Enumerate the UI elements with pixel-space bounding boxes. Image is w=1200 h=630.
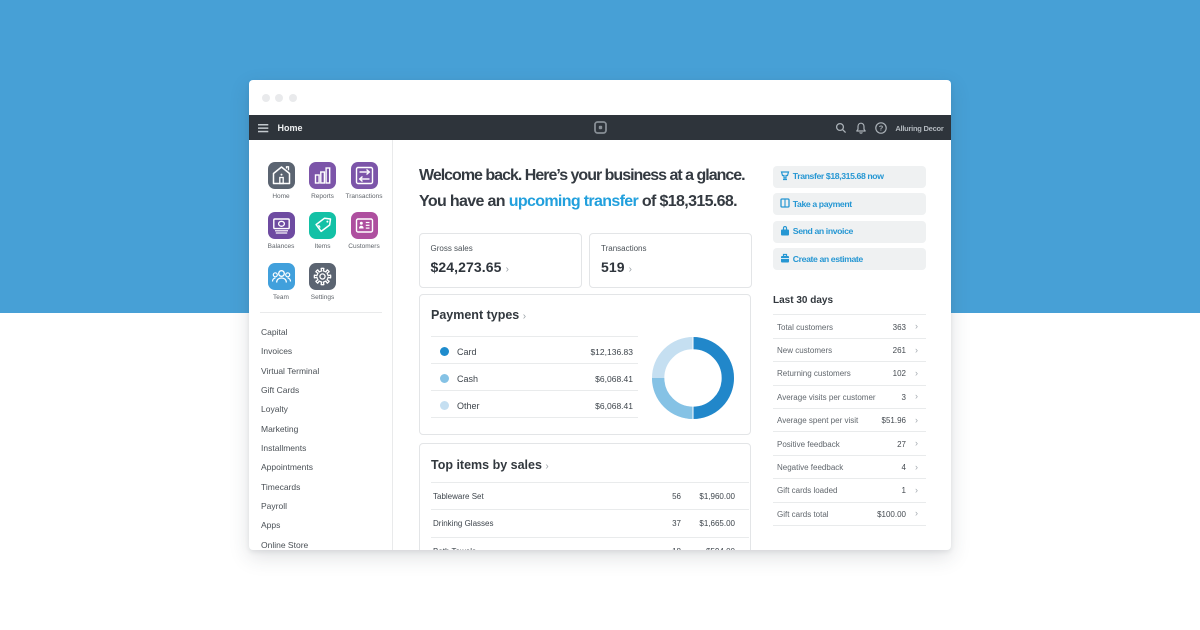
svg-text:?: ? bbox=[878, 124, 883, 133]
